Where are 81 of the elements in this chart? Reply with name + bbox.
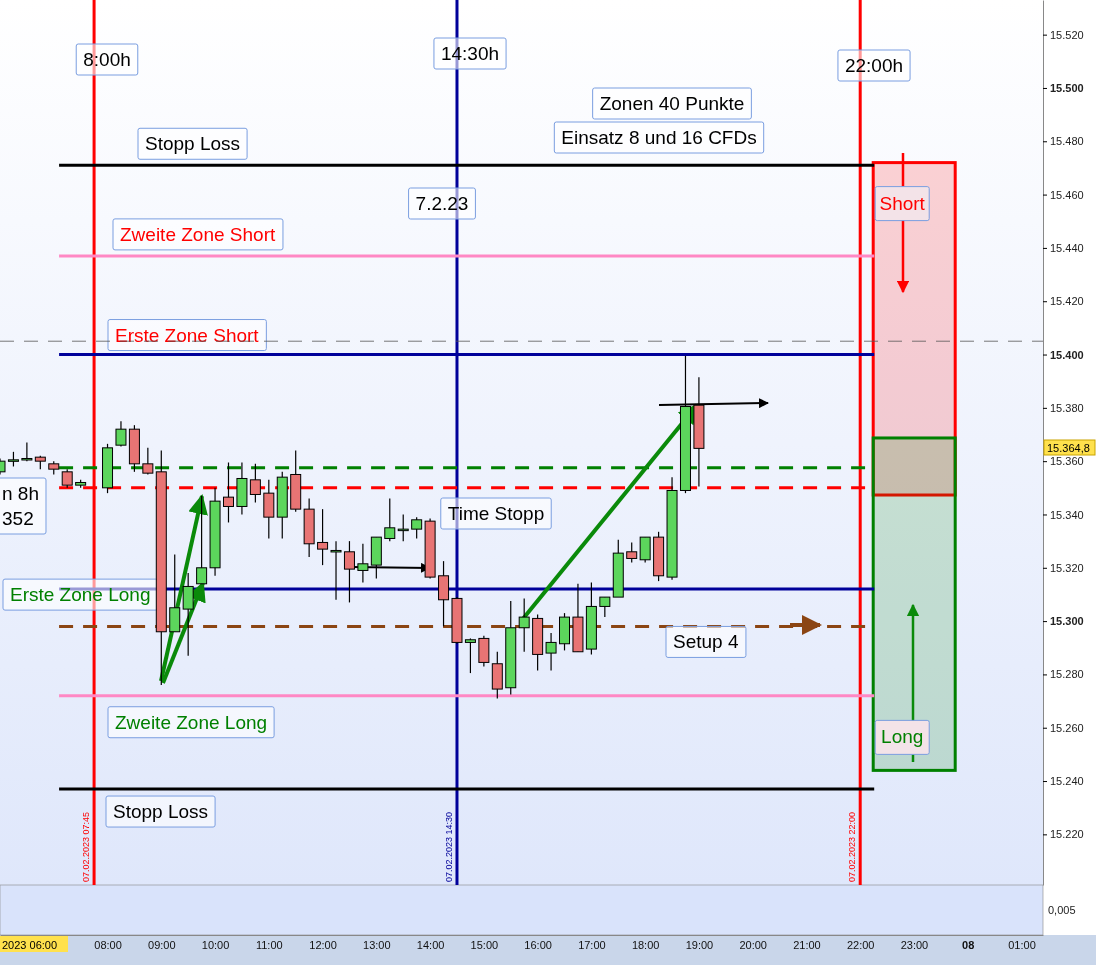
x-tick-label: 18:00	[631, 938, 660, 951]
x-tick-label: 17:00	[578, 938, 606, 951]
x-tick-label: 22:00	[846, 938, 875, 951]
candlestick	[317, 508, 329, 566]
y-tick-label: 15.340	[1050, 508, 1084, 521]
x-tick-label: 13:00	[363, 938, 391, 951]
y-tick-label: 15.480	[1050, 135, 1084, 148]
candlestick	[639, 536, 651, 564]
ref-line-label: Stopp Loss	[113, 801, 209, 823]
text: 15.364,8	[1047, 442, 1090, 454]
x-tick-label: 21:00	[793, 938, 821, 951]
annotation: Time Stopp	[447, 503, 545, 524]
x-tick-label: 09:00	[148, 938, 176, 951]
ref-line-label: Zweite Zone Short	[120, 223, 276, 245]
y-tick-label: 15.400	[1050, 348, 1084, 361]
annotation: 14:30h	[440, 43, 500, 64]
y-tick-label: 15.420	[1050, 295, 1084, 308]
y-tick-label: 15.380	[1050, 401, 1084, 414]
x-tick-label: 14:00	[416, 938, 445, 951]
x-tick-label: 01:00	[1008, 938, 1036, 951]
ref-line-label: 07.02.2023 14:30	[443, 811, 454, 882]
candlestick	[438, 560, 450, 628]
x-tick-label: 16:00	[524, 938, 552, 951]
y-tick-label: 15.360	[1050, 455, 1084, 468]
ref-line-label: 07.02.2023 07:45	[81, 811, 92, 882]
x-tick-label: 11:00	[255, 938, 283, 951]
text: 0,005	[1048, 904, 1076, 916]
x-tick-label: 08:00	[94, 938, 122, 951]
y-tick-label: 15.440	[1050, 241, 1084, 254]
candlestick	[61, 468, 73, 489]
candlestick	[626, 541, 638, 564]
band-label: Short	[879, 192, 926, 214]
candlestick	[545, 632, 557, 672]
candlestick	[330, 540, 342, 601]
x-tick-label: 20:00	[739, 938, 767, 951]
x-tick-label: 12:00	[309, 938, 337, 951]
annotation: 7.2.23	[415, 193, 469, 214]
candlestick	[397, 513, 409, 542]
candlestick	[343, 540, 355, 604]
y-tick-label: 15.500	[1050, 81, 1084, 94]
ref-line-label: Erste Zone Long	[10, 584, 151, 606]
y-tick-label: 15.520	[1050, 28, 1084, 41]
candlestick	[518, 597, 530, 653]
ref-line-label: Stopp Loss	[145, 133, 241, 155]
band-label: Long	[881, 726, 924, 748]
text: 2023 06:00	[2, 939, 58, 951]
x-tick-label: 19:00	[685, 938, 714, 951]
candlestick	[196, 495, 208, 585]
candlestick	[115, 420, 127, 448]
annotation: n 8h 352	[2, 483, 39, 529]
annotation: 22:00h	[844, 55, 904, 76]
y-tick-label: 15.220	[1050, 828, 1084, 841]
candlestick	[263, 479, 275, 540]
y-tick-label: 15.260	[1050, 721, 1084, 734]
ref-line-label: Zweite Zone Long	[115, 711, 268, 733]
candlestick	[464, 637, 476, 674]
x-tick-label: 15:00	[470, 938, 499, 951]
candlestick	[182, 572, 194, 657]
candlestick	[478, 635, 490, 668]
y-tick-label: 15.300	[1050, 615, 1084, 628]
y-tick-label: 15.460	[1050, 188, 1084, 201]
candlestick	[384, 497, 396, 542]
candlestick	[222, 461, 234, 524]
candlestick	[599, 596, 611, 618]
x-tick-label: 10:00	[201, 938, 230, 951]
candlestick	[169, 553, 181, 633]
x-tick-label: 23:00	[900, 938, 929, 951]
annotation: 8:00h	[83, 49, 131, 70]
y-tick-label: 15.240	[1050, 775, 1084, 788]
annotation: Zonen 40 Punkte	[599, 93, 745, 114]
candlestick	[249, 463, 261, 504]
y-tick-label: 15.280	[1050, 668, 1084, 681]
ref-line-label: 07.02.2023 22:00	[847, 811, 858, 882]
ref-line-label: Setup 4	[673, 631, 739, 653]
annotation: Einsatz 8 und 16 CFDs	[561, 127, 757, 148]
y-tick-label: 15.320	[1050, 561, 1084, 574]
candlestick	[357, 543, 369, 584]
ref-line-label: Erste Zone Short	[115, 324, 260, 346]
candlestick	[411, 516, 423, 540]
x-tick-label: 08	[962, 938, 975, 951]
candlestick	[142, 447, 154, 476]
